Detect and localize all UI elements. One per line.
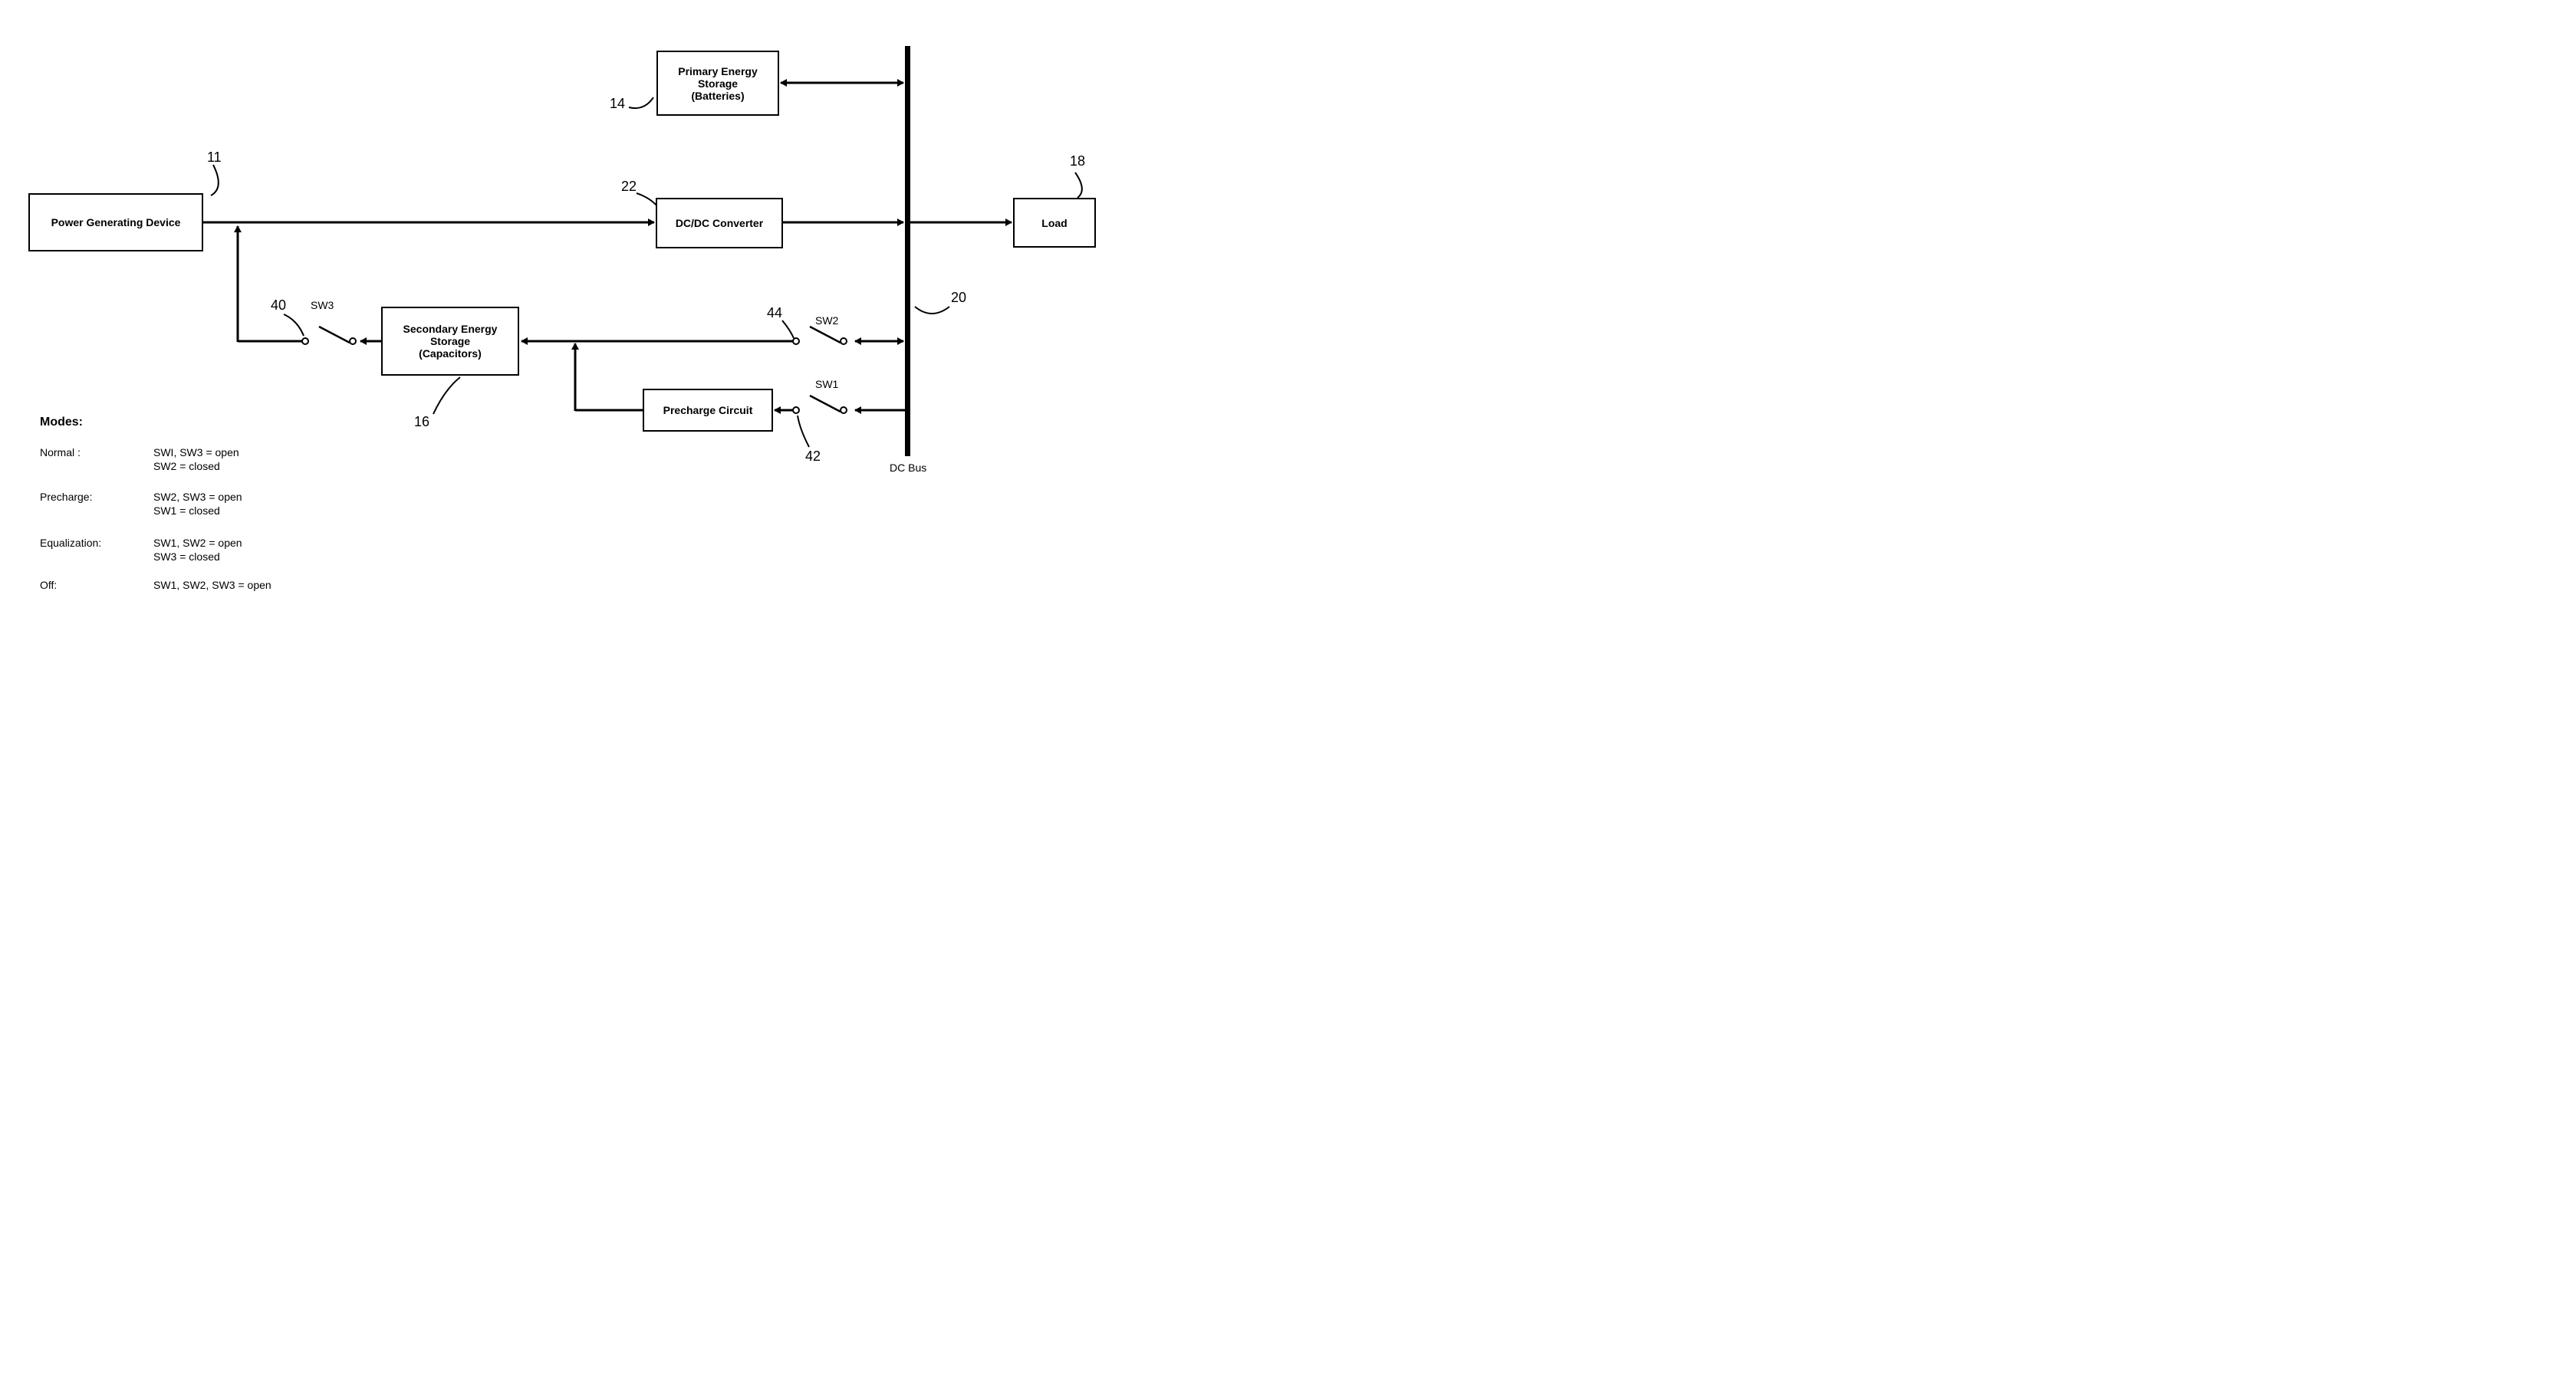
ref-20: 20 <box>951 290 966 306</box>
precharge-box: Precharge Circuit <box>643 389 773 432</box>
ref-11: 11 <box>207 150 222 166</box>
load-box: Load <box>1013 198 1096 248</box>
mode-normal-desc1: SWI, SW3 = open <box>153 446 239 458</box>
mode-equalization-desc2: SW3 = closed <box>153 550 220 563</box>
ref-22: 22 <box>621 179 637 195</box>
primary-storage-label: Primary Energy Storage (Batteries) <box>678 65 758 102</box>
dcdc-box: DC/DC Converter <box>656 198 783 248</box>
ref-14: 14 <box>610 96 625 112</box>
mode-equalization-desc1: SW1, SW2 = open <box>153 537 242 549</box>
mode-precharge-desc1: SW2, SW3 = open <box>153 491 242 503</box>
secondary-storage-box: Secondary Energy Storage (Capacitors) <box>381 307 519 376</box>
block-diagram: Power Generating Device 11 Primary Energ… <box>0 0 1135 606</box>
mode-precharge-desc2: SW1 = closed <box>153 504 220 517</box>
power-generating-device-box: Power Generating Device <box>28 193 203 251</box>
mode-precharge-name: Precharge: <box>40 491 92 503</box>
power-gen-label: Power Generating Device <box>51 216 181 228</box>
dcdc-label: DC/DC Converter <box>676 217 763 229</box>
sw1-label: SW1 <box>815 378 838 390</box>
sw3-label: SW3 <box>311 299 334 311</box>
ref-16: 16 <box>414 414 429 430</box>
mode-off-desc1: SW1, SW2, SW3 = open <box>153 579 271 591</box>
mode-normal-name: Normal : <box>40 446 81 458</box>
ref-44: 44 <box>767 305 782 321</box>
load-label: Load <box>1041 217 1067 229</box>
mode-off-name: Off: <box>40 579 57 591</box>
ref-18: 18 <box>1070 153 1085 169</box>
dc-bus-label: DC Bus <box>890 462 926 474</box>
primary-storage-box: Primary Energy Storage (Batteries) <box>656 51 779 116</box>
mode-equalization-name: Equalization: <box>40 537 101 549</box>
precharge-label: Precharge Circuit <box>663 404 753 416</box>
sw2-label: SW2 <box>815 314 838 327</box>
ref-42: 42 <box>805 449 821 465</box>
secondary-storage-label: Secondary Energy Storage (Capacitors) <box>403 323 498 360</box>
ref-40: 40 <box>271 297 286 314</box>
mode-normal-desc2: SW2 = closed <box>153 460 220 472</box>
modes-title: Modes: <box>40 416 83 429</box>
